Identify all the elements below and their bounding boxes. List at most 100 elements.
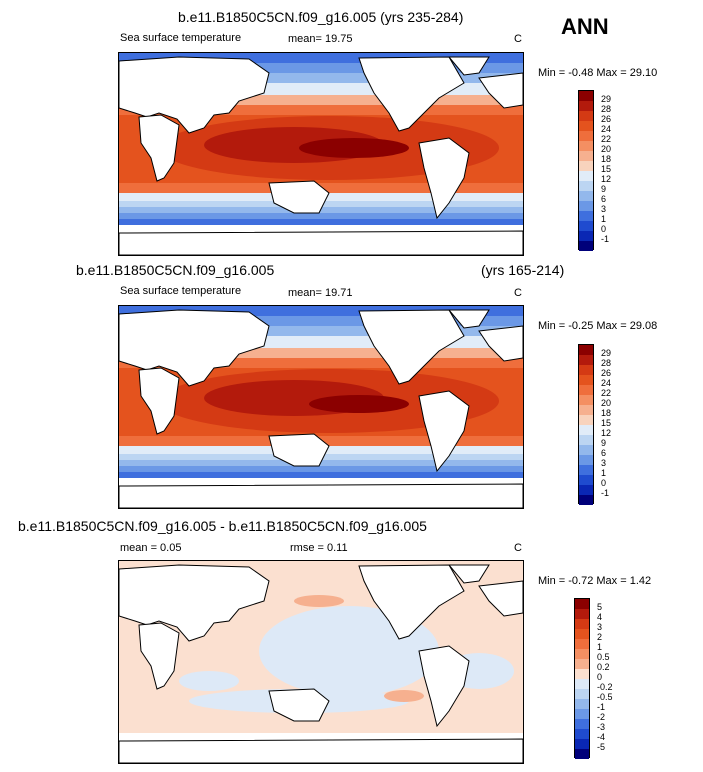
panel3-mean: mean = 0.05: [120, 542, 182, 554]
colorbar-swatch: [579, 201, 593, 211]
panel3-units: C: [514, 542, 522, 554]
colorbar-tick-label: 5: [597, 602, 603, 612]
colorbar-swatch: [575, 669, 589, 679]
colorbar-tick-label: 2: [597, 632, 603, 642]
colorbar-tick-label: 1: [601, 468, 607, 478]
colorbar-tick-label: 3: [601, 204, 607, 214]
colorbar-swatch: [579, 435, 593, 445]
colorbar-tick-label: 24: [601, 124, 612, 134]
colorbar-tick-label: 12: [601, 428, 612, 438]
colorbar-tick-label: 26: [601, 114, 612, 124]
colorbar-tick-label: 0: [597, 672, 603, 682]
colorbar-swatch: [575, 729, 589, 739]
colorbar-swatch: [579, 141, 593, 151]
colorbar-swatch: [579, 425, 593, 435]
colorbar-swatch: [579, 445, 593, 455]
colorbar-tick-label: 0.2: [597, 662, 610, 672]
colorbar-tick-label: 18: [601, 154, 612, 164]
colorbar-swatch: [579, 415, 593, 425]
colorbar-swatch: [579, 91, 593, 101]
colorbar-swatch: [579, 355, 593, 365]
colorbar-tick-label: 1: [601, 214, 607, 224]
panel2-title: b.e11.B1850C5CN.f09_g16.005: [76, 262, 275, 278]
colorbar-swatch: [579, 495, 593, 505]
panel2-map: [118, 305, 524, 509]
colorbar-swatch: [575, 749, 589, 759]
colorbar-swatch: [579, 475, 593, 485]
panel1-map: [118, 52, 524, 256]
colorbar-tick-label: 3: [597, 622, 603, 632]
colorbar-tick-label: 15: [601, 164, 612, 174]
panel3-map: [118, 560, 524, 764]
colorbar-tick-label: 29: [601, 94, 612, 104]
colorbar-swatch: [579, 221, 593, 231]
colorbar-swatch: [579, 365, 593, 375]
colorbar-tick-label: 9: [601, 184, 607, 194]
colorbar-swatch: [575, 629, 589, 639]
panel1-sst-field: [119, 53, 523, 255]
colorbar-swatch: [579, 241, 593, 251]
colorbar-swatch: [579, 151, 593, 161]
colorbar-swatch: [579, 161, 593, 171]
panel2-years: (yrs 165-214): [481, 262, 565, 278]
colorbar-tick-label: -2: [597, 712, 606, 722]
colorbar-swatch: [579, 101, 593, 111]
colorbar-tick-label: 28: [601, 358, 612, 368]
colorbar-swatch: [575, 599, 589, 609]
colorbar-swatch: [575, 679, 589, 689]
panel2-sst-field: [119, 306, 523, 508]
colorbar-swatch: [575, 619, 589, 629]
panel3-title: b.e11.B1850C5CN.f09_g16.005 - b.e11.B185…: [18, 518, 427, 534]
colorbar-swatch: [575, 659, 589, 669]
colorbar-swatch: [575, 699, 589, 709]
colorbar-swatch: [575, 719, 589, 729]
colorbar-swatch: [579, 405, 593, 415]
panel1-units: C: [514, 33, 522, 45]
colorbar-swatch: [579, 211, 593, 221]
colorbar-swatch: [579, 345, 593, 355]
panel1-minmax: Min = -0.48 Max = 29.10: [538, 67, 658, 79]
panel2-mean: mean= 19.71: [288, 287, 353, 299]
colorbar-tick-label: -0.2: [597, 682, 613, 692]
panel2-minmax: Min = -0.25 Max = 29.08: [538, 320, 658, 332]
colorbar-tick-label: -1: [597, 702, 606, 712]
colorbar-swatch: [575, 649, 589, 659]
colorbar-tick-label: 24: [601, 378, 612, 388]
colorbar-tick-label: 0: [601, 478, 607, 488]
colorbar-tick-label: 18: [601, 408, 612, 418]
colorbar-tick-label: 6: [601, 448, 607, 458]
colorbar-swatch: [579, 111, 593, 121]
colorbar-tick-label: 6: [601, 194, 607, 204]
panel2-variable: Sea surface temperature: [120, 285, 242, 297]
colorbar-swatch: [575, 609, 589, 619]
colorbar-swatch: [579, 181, 593, 191]
colorbar-swatch: [579, 121, 593, 131]
colorbar-tick-label: 1: [597, 642, 603, 652]
colorbar-tick-label: 15: [601, 418, 612, 428]
colorbar-tick-label: 0: [601, 224, 607, 234]
panel1-mean: mean= 19.75: [288, 33, 353, 45]
colorbar-swatch: [579, 231, 593, 241]
panel1-title: b.e11.B1850C5CN.f09_g16.005 (yrs 235-284…: [178, 9, 464, 25]
colorbar-tick-label: 29: [601, 348, 612, 358]
colorbar-tick-label: -0.5: [597, 692, 613, 702]
panel3-diff-field: [119, 561, 523, 763]
colorbar-tick-label: 0.5: [597, 652, 610, 662]
colorbar-tick-label: 20: [601, 398, 612, 408]
colorbar-swatch: [579, 131, 593, 141]
colorbar-swatch: [575, 689, 589, 699]
colorbar-swatch: [575, 739, 589, 749]
colorbar-swatch: [575, 639, 589, 649]
colorbar-swatch: [579, 375, 593, 385]
colorbar-swatch: [579, 465, 593, 475]
colorbar-tick-label: 28: [601, 104, 612, 114]
colorbar-tick-label: -3: [597, 722, 606, 732]
colorbar-tick-label: 26: [601, 368, 612, 378]
colorbar-tick-label: 22: [601, 388, 612, 398]
colorbar-tick-label: 3: [601, 458, 607, 468]
colorbar-tick-label: 22: [601, 134, 612, 144]
colorbar-tick-label: -1: [601, 488, 610, 498]
colorbar-tick-label: -1: [601, 234, 610, 244]
colorbar-tick-label: 9: [601, 438, 607, 448]
colorbar-swatch: [579, 191, 593, 201]
